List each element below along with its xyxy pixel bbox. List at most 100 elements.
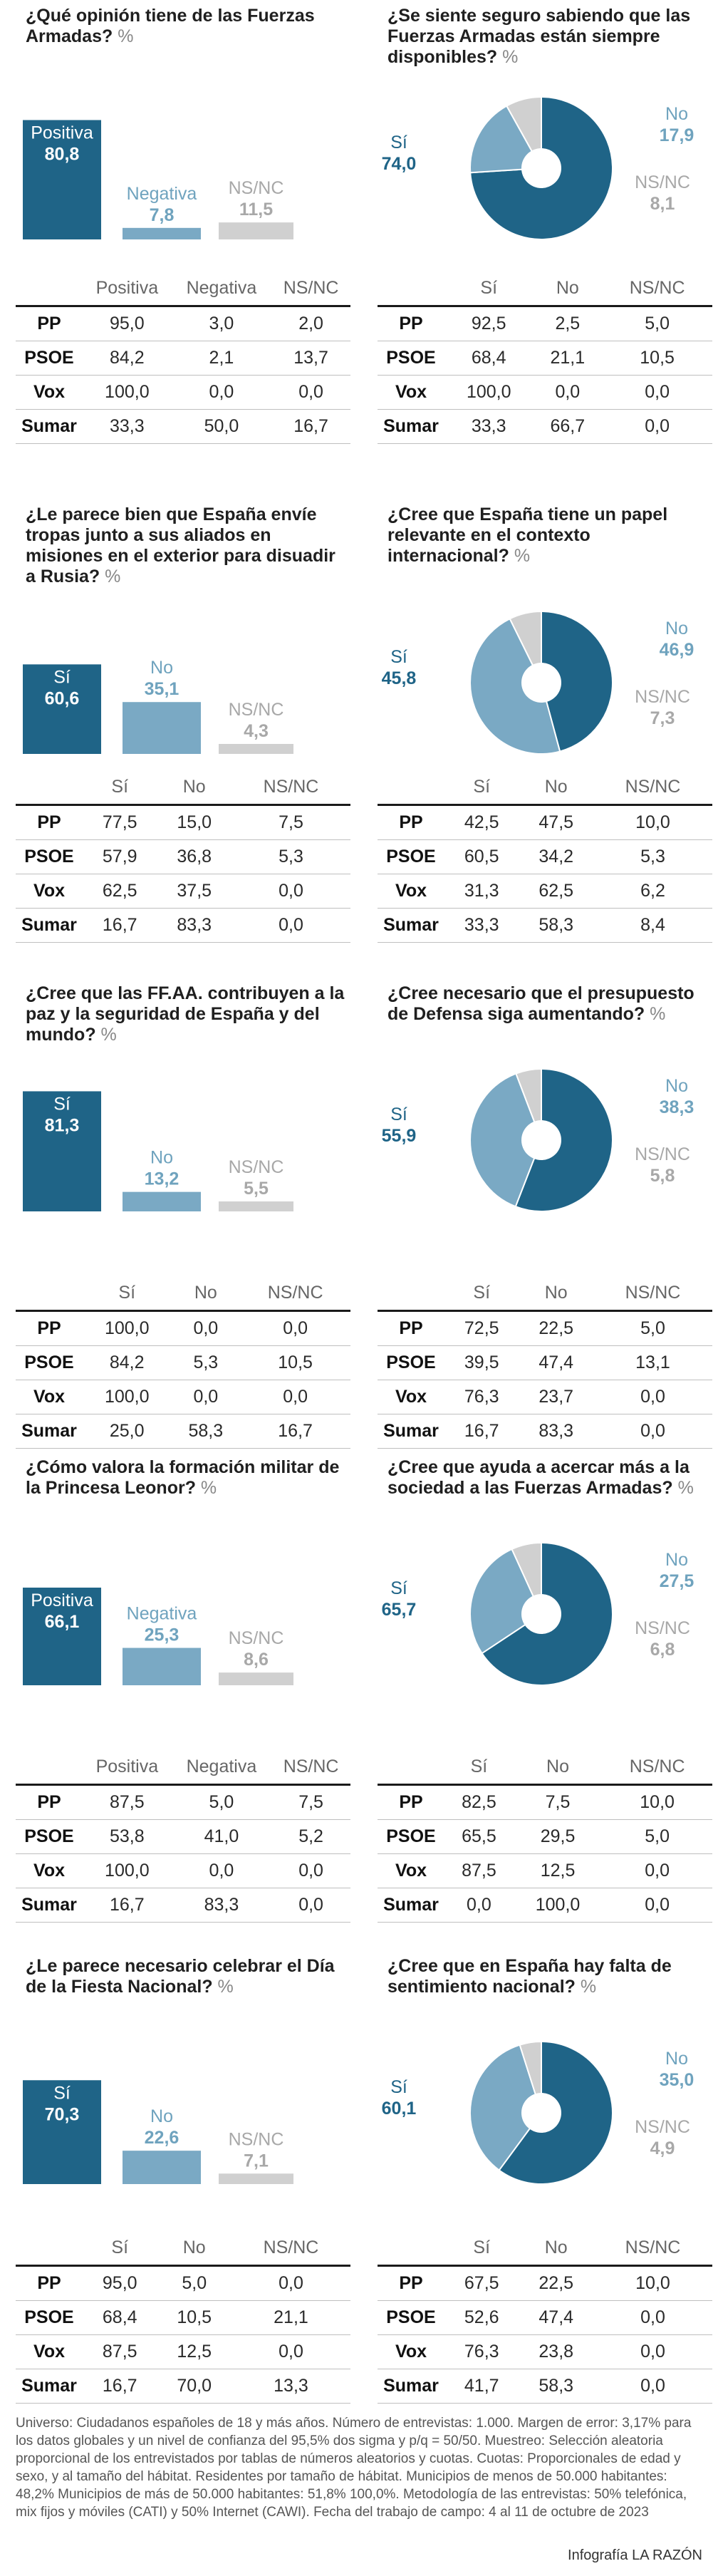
table-cell: 13,7: [271, 341, 350, 376]
table-header: [378, 1276, 444, 1312]
pie-value-label: 65,7: [382, 1600, 417, 1620]
table-cell: 16,7: [271, 409, 350, 444]
table-cell: 10,5: [602, 341, 712, 376]
table-cell: 62,5: [519, 874, 593, 909]
bar-category-label: Sí: [53, 1094, 71, 1114]
pie-value-label: 60,1: [382, 2099, 417, 2119]
party-name: Sumar: [378, 908, 444, 943]
party-name: Sumar: [16, 2369, 83, 2404]
table-cell: 58,3: [171, 1414, 241, 1449]
survey-panel: ¿Cómo valora la formación militar de la …: [16, 1457, 350, 1928]
bar-chart: Positiva 66,1 Negativa 25,3 NS/NC 8,6: [16, 1536, 350, 1692]
party-name: PP: [16, 1310, 83, 1346]
table-header: Negativa: [171, 271, 272, 307]
table-cell: 100,0: [83, 375, 172, 410]
table-cell: 0,0: [240, 1380, 350, 1414]
table-cell: 0,0: [240, 1310, 350, 1346]
table-header: No: [533, 271, 603, 307]
percent-mark: %: [118, 26, 134, 46]
bar-value-label: 22,6: [145, 2128, 180, 2148]
table-cell: 0,0: [171, 1380, 241, 1414]
table-cell: 0,0: [231, 2334, 350, 2369]
table-row: Sumar 16,7 83,3 0,0: [16, 908, 350, 943]
table-header: No: [513, 1749, 603, 1786]
table-header: Sí: [444, 2230, 519, 2267]
pie-category-label: Sí: [390, 647, 407, 667]
donut-chart: Sí 60,1 No 35,0 NS/NC 4,9: [378, 2034, 712, 2191]
table-cell: 92,5: [444, 306, 534, 341]
table-header: No: [157, 2230, 231, 2267]
party-breakdown-table: Positiva Negativa NS/NC PP 87,5 5,0 7,5 PSOE 53,…: [16, 1749, 350, 1923]
table-header: [16, 271, 83, 307]
table-cell: 58,3: [519, 2369, 593, 2404]
question-title: ¿Cree necesario que el presupuesto de De…: [387, 983, 708, 1025]
table-cell: 47,5: [519, 805, 593, 840]
table-header: NS/NC: [593, 2230, 712, 2267]
bar-no: [123, 2151, 201, 2184]
table-cell: 13,3: [231, 2369, 350, 2404]
table-cell: 23,8: [519, 2334, 593, 2369]
table-cell: 16,7: [444, 1414, 519, 1449]
question-text: ¿Cómo valora la formación militar de la …: [26, 1457, 340, 1498]
table-header: [378, 770, 444, 806]
table-cell: 6,2: [593, 874, 712, 909]
survey-panel: ¿Cree que en España hay falta de sentimi…: [378, 1956, 712, 2409]
infographic-credit: Infografía LA RAZÓN: [568, 2547, 702, 2563]
survey-panel: ¿Cree que las FF.AA. contribuyen a la pa…: [16, 983, 350, 1454]
donut-hole: [521, 148, 561, 188]
question-text: ¿Cree que las FF.AA. contribuyen a la pa…: [26, 983, 345, 1045]
table-cell: 68,4: [444, 341, 534, 376]
table-row: Sumar 25,0 58,3 16,7: [16, 1414, 350, 1449]
table-cell: 21,1: [231, 2300, 350, 2335]
table-header: NS/NC: [593, 770, 712, 806]
bar-value-label: 7,8: [150, 205, 175, 225]
party-name: PSOE: [16, 1345, 83, 1380]
table-row: Sumar 16,7 70,0 13,3: [16, 2369, 350, 2404]
question-text: ¿Cree necesario que el presupuesto de De…: [387, 983, 694, 1024]
question-text: ¿Cree que España tiene un papel relevant…: [387, 505, 668, 566]
table-row: Sumar 33,3 58,3 8,4: [378, 908, 712, 943]
question-text: ¿Cree que en España hay falta de sentimi…: [387, 1956, 672, 1997]
table-header: No: [171, 1276, 241, 1312]
party-name: Sumar: [378, 2369, 444, 2404]
table-cell: 0,0: [593, 1380, 712, 1414]
table-cell: 10,0: [593, 805, 712, 840]
table-row: PP 100,0 0,0 0,0: [16, 1310, 350, 1346]
bar-category-label: No: [150, 1148, 173, 1168]
table-cell: 5,0: [157, 2265, 231, 2301]
table-cell: 5,3: [593, 839, 712, 874]
survey-panel: ¿Se siente seguro sabiendo que las Fuerz…: [378, 6, 712, 449]
table-cell: 68,4: [83, 2300, 157, 2335]
pie-category-label: NS/NC: [635, 1618, 690, 1638]
table-header: NS/NC: [593, 1276, 712, 1312]
table-cell: 16,7: [240, 1414, 350, 1449]
bar-category-label: Positiva: [31, 1590, 93, 1610]
table-cell: 52,6: [444, 2300, 519, 2335]
table-row: Vox 100,0 0,0 0,0: [16, 375, 350, 410]
bar-category-label: No: [150, 2106, 173, 2126]
party-name: Vox: [378, 874, 444, 909]
table-cell: 0,0: [231, 2265, 350, 2301]
percent-mark: %: [650, 1004, 666, 1024]
table-header: Sí: [444, 1749, 514, 1786]
pie-category-label: NS/NC: [635, 1144, 690, 1164]
percent-mark: %: [200, 1478, 217, 1498]
table-cell: 76,3: [444, 1380, 519, 1414]
table-row: PSOE 57,9 36,8 5,3: [16, 839, 350, 874]
pie-value-label: 38,3: [660, 1097, 694, 1117]
table-cell: 5,0: [602, 1819, 712, 1854]
party-name: Sumar: [378, 1414, 444, 1449]
percent-mark: %: [502, 47, 519, 67]
bar-category-label: Negativa: [127, 1604, 197, 1624]
table-cell: 5,0: [171, 1784, 272, 1820]
party-name: PP: [16, 306, 83, 341]
table-cell: 47,4: [519, 2300, 593, 2335]
table-cell: 22,5: [519, 2265, 593, 2301]
party-name: PP: [16, 2265, 83, 2301]
table-cell: 57,9: [83, 839, 157, 874]
